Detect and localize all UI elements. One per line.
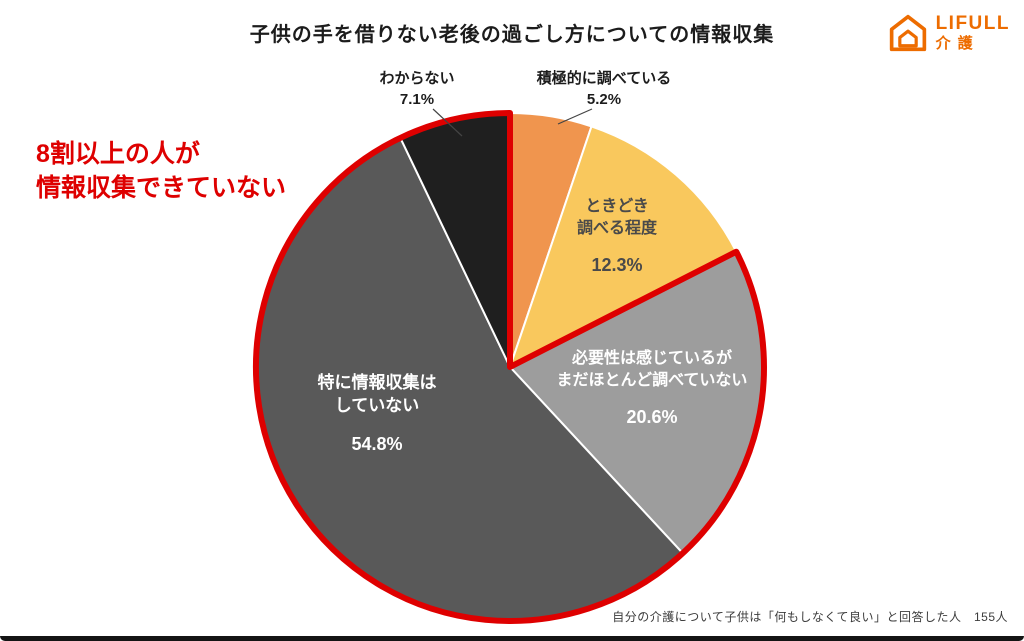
label-no-research: 特に情報収集は していない 54.8% bbox=[277, 372, 477, 456]
leader-line-wakaranai bbox=[432, 108, 463, 137]
label-sometimes-line1: ときどき bbox=[585, 198, 649, 215]
highlight-outline bbox=[253, 110, 767, 624]
label-sometimes: ときどき 調べる程度 12.3% bbox=[547, 196, 687, 277]
label-no-research-line1: 特に情報収集は bbox=[317, 373, 437, 392]
label-necessity-pct: 20.6% bbox=[626, 407, 678, 428]
lifull-kaigo-logo: LIFULL 介護 bbox=[888, 13, 1010, 53]
pie-slice-1 bbox=[509, 125, 738, 368]
logo-sub-text: 介護 bbox=[935, 35, 980, 53]
label-active-text: 積極的に調べている bbox=[536, 70, 672, 87]
label-no-research-pct: 54.8% bbox=[351, 433, 403, 454]
label-wakaranai-text: わからない bbox=[379, 70, 455, 87]
label-wakaranai: わからない 7.1% bbox=[347, 68, 487, 110]
label-necessity-line2: まだほとんど調べていない bbox=[556, 371, 748, 389]
label-no-research-line2: していない bbox=[334, 395, 420, 415]
label-necessity: 必要性は感じているが まだほとんど調べていない 20.6% bbox=[528, 348, 776, 429]
label-necessity-line1: 必要性は感じているが bbox=[571, 350, 732, 367]
annotation-callout: 8割以上の人が 情報収集できていない bbox=[36, 138, 286, 206]
source-footnote: 自分の介護について子供は「何もしなくて良い」と回答した人 155人 bbox=[612, 610, 1008, 624]
bottom-edge-bar bbox=[0, 636, 1024, 641]
leader-line-active bbox=[557, 108, 593, 125]
label-active: 積極的に調べている 5.2% bbox=[519, 68, 689, 110]
house-icon bbox=[888, 13, 928, 53]
page-title: 子供の手を借りない老後の過ごし方についての情報収集 bbox=[249, 24, 775, 46]
label-active-pct: 5.2% bbox=[586, 91, 622, 108]
annotation-line1: 8割以上の人が bbox=[36, 140, 200, 168]
annotation-line2: 情報収集できていない bbox=[36, 173, 287, 202]
label-wakaranai-pct: 7.1% bbox=[399, 91, 435, 108]
label-sometimes-line2: 調べる程度 bbox=[576, 219, 657, 237]
label-sometimes-pct: 12.3% bbox=[591, 255, 643, 276]
logo-brand-text: LIFULL bbox=[935, 13, 1010, 35]
